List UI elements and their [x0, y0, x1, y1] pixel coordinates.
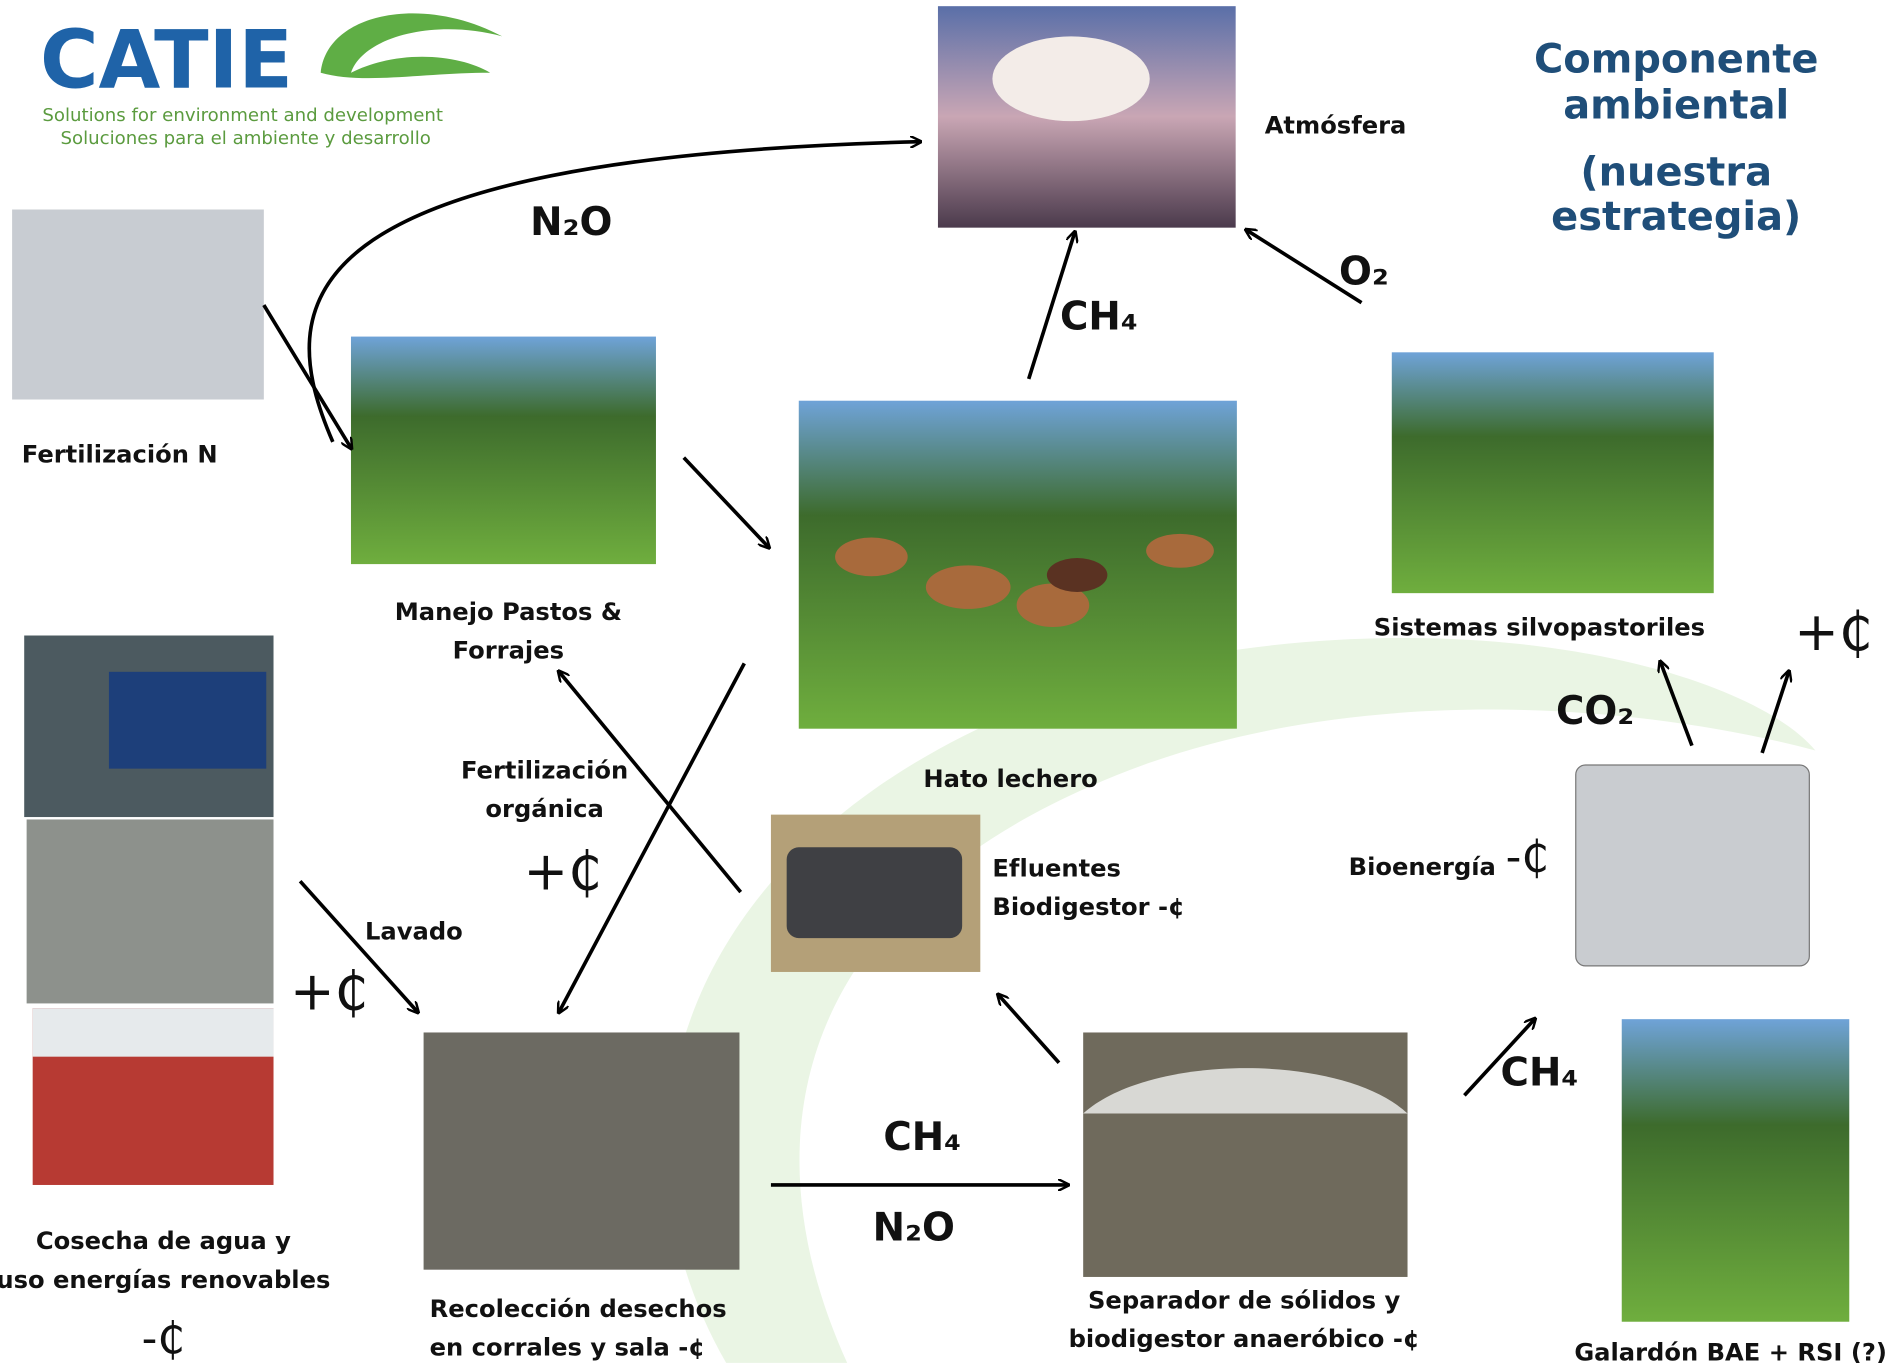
node-label: Fertilización N	[22, 440, 218, 468]
logo-name: CATIE	[40, 13, 293, 106]
photo-sky	[33, 1008, 274, 1056]
photo-pasture	[351, 337, 656, 565]
flow-label: Fertilización	[461, 756, 628, 784]
node-label: Efluentes	[992, 854, 1121, 882]
money-label: +₵	[290, 960, 369, 1022]
gas-label: CH₄	[883, 1115, 961, 1160]
flow-label: Lavado	[365, 917, 463, 945]
arrow	[264, 305, 351, 448]
node-label: Atmósfera	[1265, 111, 1407, 139]
node-label: Cosecha de agua y	[36, 1227, 291, 1255]
photo-silvopastoral	[1392, 352, 1714, 593]
title: Componente	[1534, 37, 1818, 83]
gas-label: O₂	[1339, 250, 1389, 295]
arrow	[684, 458, 769, 548]
node-label: Recolección desechos	[430, 1295, 727, 1323]
gas-label: CO₂	[1556, 689, 1634, 734]
gas-label: CH₄	[1060, 294, 1138, 339]
photo-pond	[787, 847, 962, 938]
photo-washing	[27, 819, 274, 1003]
node-label: biodigestor anaeróbico -¢	[1069, 1325, 1420, 1353]
gas-label: N₂O	[873, 1206, 955, 1251]
gas-label: CH₄	[1501, 1051, 1579, 1096]
title: estrategia)	[1551, 194, 1801, 240]
logo-swoosh	[321, 13, 503, 78]
title: ambiental	[1563, 83, 1789, 129]
node-label: uso energías renovables	[0, 1266, 330, 1294]
node-label: Manejo Pastos &	[395, 598, 622, 626]
money-label: -₵	[142, 1314, 185, 1363]
photo-generator	[1576, 765, 1810, 966]
node-label: Bioenergía	[1349, 853, 1496, 881]
photo-fertilizer	[12, 210, 264, 400]
flow-label: orgánica	[485, 795, 603, 823]
arrow	[559, 663, 744, 1012]
logo-tagline: Solutions for environment and developmen…	[42, 105, 443, 126]
diagram: CATIE Solutions for environment and deve…	[0, 0, 1888, 1363]
node-label: Biodigestor -¢	[992, 893, 1184, 921]
node-label: Forrajes	[453, 637, 564, 665]
money-label: -₵	[1506, 833, 1549, 883]
node-label: Galardón BAE + RSI (?)	[1574, 1338, 1887, 1363]
node-label: en corrales y sala -¢	[430, 1334, 706, 1362]
photo-corral	[424, 1032, 740, 1269]
photo-cloud	[992, 36, 1149, 121]
logo-tagline: Soluciones para el ambiente y desarrollo	[61, 128, 431, 149]
photo-award	[1622, 1019, 1850, 1322]
money-label: +₵	[524, 841, 603, 903]
arrow	[998, 995, 1059, 1063]
money-label: +₵	[1794, 601, 1873, 663]
node-label: Sistemas silvopastoriles	[1374, 614, 1705, 642]
photo-tanks	[109, 672, 266, 769]
title: (nuestra	[1580, 149, 1772, 195]
gas-label: N₂O	[530, 200, 612, 245]
node-label: Hato lechero	[923, 765, 1097, 793]
node-label: Separador de sólidos y	[1088, 1286, 1400, 1314]
